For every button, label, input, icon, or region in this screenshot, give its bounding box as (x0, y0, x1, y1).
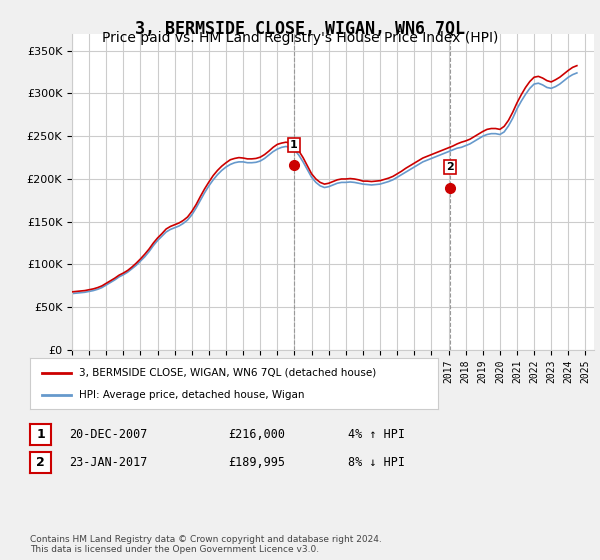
Text: 1: 1 (290, 140, 298, 150)
Text: 3, BERMSIDE CLOSE, WIGAN, WN6 7QL: 3, BERMSIDE CLOSE, WIGAN, WN6 7QL (135, 20, 465, 38)
Text: 23-JAN-2017: 23-JAN-2017 (69, 456, 148, 469)
Text: £189,995: £189,995 (228, 456, 285, 469)
Text: £216,000: £216,000 (228, 428, 285, 441)
Text: 2: 2 (36, 456, 45, 469)
Text: 3, BERMSIDE CLOSE, WIGAN, WN6 7QL (detached house): 3, BERMSIDE CLOSE, WIGAN, WN6 7QL (detac… (79, 367, 376, 377)
Text: 1: 1 (36, 428, 45, 441)
Text: 20-DEC-2007: 20-DEC-2007 (69, 428, 148, 441)
Text: 4% ↑ HPI: 4% ↑ HPI (348, 428, 405, 441)
Text: 8% ↓ HPI: 8% ↓ HPI (348, 456, 405, 469)
Text: Price paid vs. HM Land Registry's House Price Index (HPI): Price paid vs. HM Land Registry's House … (102, 31, 498, 45)
Text: Contains HM Land Registry data © Crown copyright and database right 2024.
This d: Contains HM Land Registry data © Crown c… (30, 535, 382, 554)
Text: HPI: Average price, detached house, Wigan: HPI: Average price, detached house, Wiga… (79, 390, 304, 400)
Text: 2: 2 (446, 162, 454, 172)
